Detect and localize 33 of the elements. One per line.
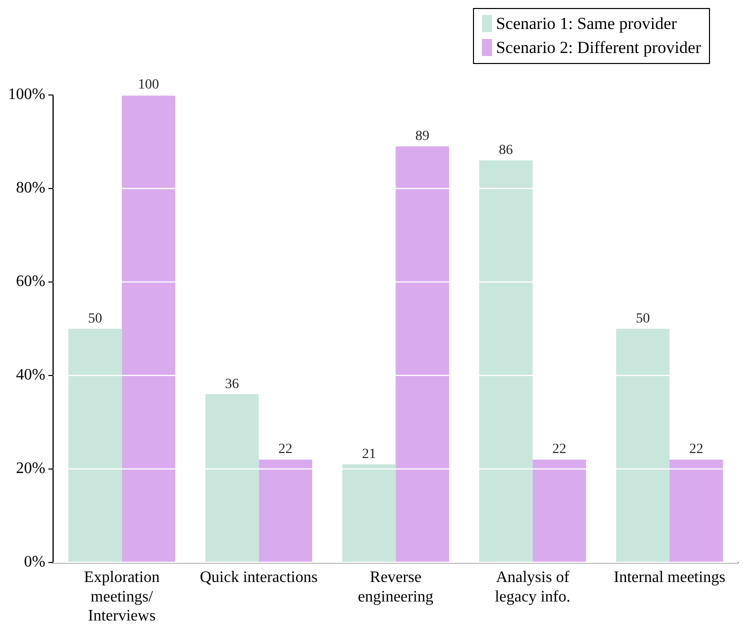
data-label: 36 [225,376,240,392]
y-tick-label: 0% [24,554,46,571]
bar [396,146,450,562]
data-label: 22 [278,442,292,458]
data-label: 22 [689,442,704,458]
bar [68,328,122,562]
x-tick-label: Analysis of legacy info. [494,569,570,606]
data-label: 22 [552,442,566,458]
data-label: 89 [415,129,430,144]
x-tick-label: Quick interactions [200,569,318,586]
bar [342,464,396,562]
y-tick-label: 40% [16,366,46,384]
bar [122,95,176,562]
x-tick-label: Reverse engineering [358,569,434,606]
x-tick-label: Exploration meetings/ Interviews [84,569,160,625]
bar [670,460,723,562]
legend-label: Scenario 1: Same provider [496,14,677,33]
y-tick-label: 100% [8,86,46,104]
bar [532,460,586,562]
bar [205,394,259,562]
y-tick-label: 80% [16,180,46,197]
data-label: 100 [138,78,159,93]
y-tick-label: 20% [16,460,46,478]
bar [616,328,670,562]
data-label: 21 [362,446,376,462]
data-label: 50 [88,311,102,326]
bar [258,460,312,562]
x-tick-label: Internal meetings [614,569,726,586]
data-label: 50 [636,311,650,326]
y-tick-label: 60% [16,273,46,290]
data-label: 86 [498,143,513,158]
bar [479,160,533,562]
legend-label: Scenario 2: Different provider [496,38,701,57]
